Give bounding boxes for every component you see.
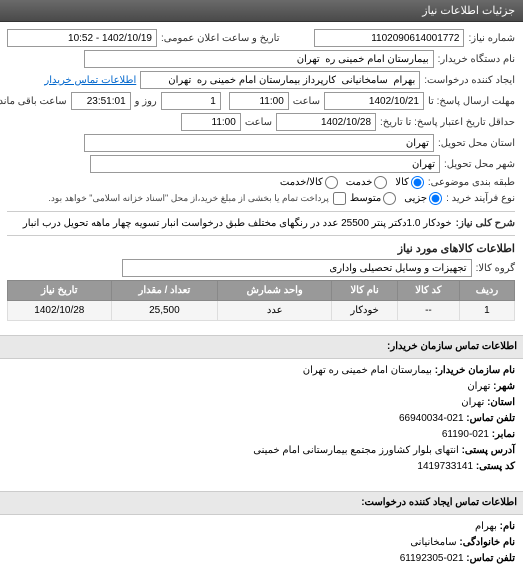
purchase-type-radio-medium[interactable] bbox=[384, 192, 397, 205]
validity-time-label: ساعت bbox=[246, 117, 273, 128]
phone-label: تلفن تماس: bbox=[467, 413, 516, 424]
response-deadline-date[interactable] bbox=[325, 92, 425, 110]
city-value: تهران bbox=[468, 381, 491, 392]
purchase-type-radio-minor[interactable] bbox=[430, 192, 443, 205]
requester-contact-title: اطلاعات تماس ایجاد کننده درخواست: bbox=[0, 491, 524, 515]
buyer-contact-title: اطلاعات تماس سازمان خریدار: bbox=[0, 335, 524, 359]
th-name: نام کالا bbox=[333, 281, 399, 301]
delivery-city-label: شهر محل تحویل: bbox=[445, 159, 516, 170]
org-name-label: نام سازمان خریدار: bbox=[436, 365, 516, 376]
buyer-contact-link[interactable]: اطلاعات تماس خریدار bbox=[45, 75, 137, 86]
response-deadline-remain[interactable] bbox=[72, 92, 132, 110]
goods-table: ردیف کد کالا نام کالا واحد شمارش تعداد /… bbox=[8, 280, 516, 321]
page-header: جزئیات اطلاعات نیاز bbox=[0, 0, 524, 22]
table-header-row: ردیف کد کالا نام کالا واحد شمارش تعداد /… bbox=[9, 281, 516, 301]
goods-group-input[interactable] bbox=[123, 259, 473, 277]
validity-time[interactable] bbox=[182, 113, 242, 131]
firstname-label: نام: bbox=[501, 521, 516, 532]
request-number-input[interactable] bbox=[315, 29, 465, 47]
purchase-type-group: جزیی متوسط bbox=[351, 192, 443, 205]
td-code: -- bbox=[398, 301, 460, 321]
classification-group: کالا خدمت کالا/خدمت bbox=[281, 176, 425, 189]
request-creator-label: ایجاد کننده درخواست: bbox=[425, 75, 516, 86]
purchase-type-option-minor: جزیی bbox=[405, 193, 428, 204]
validity-label: حداقل تاریخ اعتبار پاسخ: تا تاریخ: bbox=[381, 117, 516, 128]
th-index: ردیف bbox=[460, 281, 515, 301]
fax-label: نمابر: bbox=[493, 429, 516, 440]
req-phone-label: تلفن تماس: bbox=[467, 553, 516, 564]
delivery-city-input[interactable] bbox=[91, 155, 441, 173]
td-qty: 25,500 bbox=[112, 301, 218, 321]
classification-radio-both[interactable] bbox=[326, 176, 339, 189]
td-unit: عدد bbox=[219, 301, 333, 321]
classification-option-goods: کالا bbox=[396, 177, 410, 188]
table-row: 1 -- خودکار عدد 25,500 1402/10/28 bbox=[9, 301, 516, 321]
td-index: 1 bbox=[460, 301, 515, 321]
response-deadline-label: مهلت ارسال پاسخ: تا bbox=[429, 96, 516, 107]
province-value: تهران bbox=[462, 397, 485, 408]
th-code: کد کالا bbox=[398, 281, 460, 301]
response-deadline-time[interactable] bbox=[230, 92, 290, 110]
purchase-type-label: نوع فرآیند خرید : bbox=[447, 193, 516, 204]
req-phone-value: 021-61192305 bbox=[401, 553, 465, 564]
purchase-type-note: پرداخت تمام یا بخشی از مبلغ خرید،از محل … bbox=[49, 193, 329, 204]
postal-value: 1419733141 bbox=[418, 461, 474, 472]
th-date: تاریخ نیاز bbox=[9, 281, 113, 301]
delivery-province-label: استان محل تحویل: bbox=[439, 138, 516, 149]
province-label: استان: bbox=[488, 397, 516, 408]
buyer-name-input[interactable] bbox=[85, 50, 435, 68]
request-creator-input[interactable] bbox=[141, 71, 421, 89]
purchase-type-option-medium: متوسط bbox=[351, 193, 382, 204]
validity-date[interactable] bbox=[277, 113, 377, 131]
buyer-name-label: نام دستگاه خریدار: bbox=[439, 54, 516, 65]
response-deadline-time-label: ساعت bbox=[294, 96, 321, 107]
fax-value: 021-61190 bbox=[443, 429, 490, 440]
response-deadline-day[interactable] bbox=[162, 92, 222, 110]
classification-radio-goods[interactable] bbox=[412, 176, 425, 189]
response-deadline-remain-label: ساعت باقی مانده bbox=[0, 96, 68, 107]
classification-label: طبقه بندی موضوعی: bbox=[429, 177, 516, 188]
public-date-input[interactable] bbox=[8, 29, 158, 47]
general-desc-value: خودکار 1.0دکتر پنتر 25500 عدد در رنگهای … bbox=[24, 218, 453, 229]
form-section: شماره نیاز: تاریخ و ساعت اعلان عمومی: نا… bbox=[0, 22, 524, 325]
requester-contact-section: اطلاعات تماس ایجاد کننده درخواست: نام: ب… bbox=[0, 481, 524, 573]
goods-group-label: گروه کالا: bbox=[477, 263, 516, 274]
address-value: انتهای بلوار کشاورز مجتمع بیمارستانی اما… bbox=[254, 445, 459, 456]
header-title: جزئیات اطلاعات نیاز bbox=[423, 5, 516, 17]
response-deadline-day-label: روز و bbox=[136, 96, 158, 107]
classification-option-service: خدمت bbox=[347, 177, 374, 188]
td-name: خودکار bbox=[333, 301, 399, 321]
goods-info-title: اطلاعات کالاهای مورد نیاز bbox=[8, 242, 516, 255]
public-date-label: تاریخ و ساعت اعلان عمومی: bbox=[162, 33, 281, 44]
lastname-label: نام خانوادگی: bbox=[460, 537, 516, 548]
classification-radio-service[interactable] bbox=[375, 176, 388, 189]
lastname-value: سامخانیانی bbox=[411, 537, 457, 548]
phone-value: 021-66940034 bbox=[400, 413, 465, 424]
td-date: 1402/10/28 bbox=[9, 301, 113, 321]
classification-option-both: کالا/خدمت bbox=[281, 177, 324, 188]
postal-label: کد پستی: bbox=[477, 461, 516, 472]
city-label: شهر: bbox=[494, 381, 516, 392]
delivery-province-input[interactable] bbox=[85, 134, 435, 152]
th-qty: تعداد / مقدار bbox=[112, 281, 218, 301]
th-unit: واحد شمارش bbox=[219, 281, 333, 301]
treasury-checkbox[interactable] bbox=[334, 192, 347, 205]
firstname-value: بهرام bbox=[476, 521, 498, 532]
org-name-value: بیمارستان امام خمینی ره تهران bbox=[304, 365, 433, 376]
address-label: آدرس پستی: bbox=[463, 445, 516, 456]
buyer-contact-section: اطلاعات تماس سازمان خریدار: نام سازمان خ… bbox=[0, 325, 524, 481]
request-number-label: شماره نیاز: bbox=[469, 33, 516, 44]
general-desc-label: شرح کلی نیاز: bbox=[457, 218, 516, 229]
